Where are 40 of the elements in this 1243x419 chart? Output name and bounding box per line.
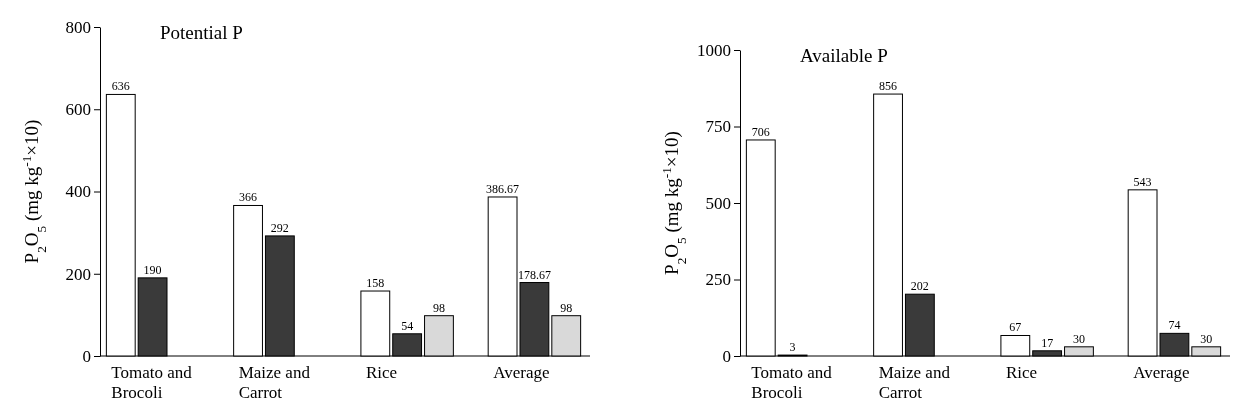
data-label: 67 [1009, 320, 1022, 335]
data-label: 54 [401, 318, 414, 333]
x-tick-label: Tomato and Brocoli [751, 363, 833, 402]
data-label: 386.67 [486, 181, 520, 196]
data-label: 30 [1200, 331, 1213, 346]
data-label: 98 [560, 300, 573, 315]
data-label: 30 [1072, 331, 1085, 346]
chart-title: Potential P [160, 22, 243, 43]
data-label: 366 [239, 190, 258, 205]
data-label: 17 [1041, 335, 1054, 350]
y-tick-label: 600 [65, 100, 91, 120]
data-label: 543 [1133, 174, 1152, 189]
y-tick-label: 500 [705, 193, 731, 213]
chart-title: Available P [800, 45, 888, 66]
x-tick-label: Maize and Carrot [238, 363, 311, 402]
x-tick-label: Maize and Carrot [878, 363, 951, 402]
x-tick-label: Average [493, 363, 550, 382]
y-tick-label: 250 [705, 270, 731, 290]
y-tick-label: 200 [65, 264, 91, 284]
y-tick-label: 1000 [697, 40, 731, 60]
y-tick-label: 400 [65, 182, 91, 202]
data-label: 178.67 [517, 267, 551, 282]
y-tick-label: 800 [65, 17, 91, 37]
x-tick-label: Rice [365, 363, 398, 382]
data-label: 706 [751, 124, 770, 139]
data-label: 292 [270, 220, 289, 235]
data-label: 856 [879, 79, 898, 94]
data-label: 98 [432, 300, 445, 315]
y-tick-label: 750 [705, 117, 731, 137]
x-tick-label: Tomato and Brocoli [111, 363, 193, 402]
data-label: 202 [910, 279, 929, 294]
data-label: 636 [111, 79, 130, 94]
x-tick-label: Rice [1005, 363, 1038, 382]
data-label: 190 [143, 262, 162, 277]
y-tick-label: 0 [82, 346, 91, 366]
data-label: 3 [789, 340, 796, 355]
data-label: 74 [1168, 318, 1181, 333]
x-tick-label: Average [1133, 363, 1190, 382]
y-tick-label: 0 [722, 346, 731, 366]
data-label: 158 [366, 276, 385, 291]
